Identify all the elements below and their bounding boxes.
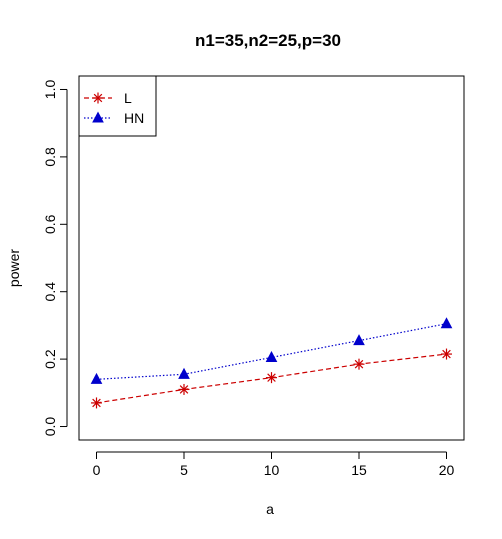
x-tick-label: 15 [351,462,367,478]
data-point-l-stroke [92,398,101,408]
data-point-hn [178,367,190,379]
legend-label-l: L [124,90,132,106]
x-tick-label: 20 [439,462,455,478]
y-tick-label: 0.6 [42,214,58,234]
data-point-hn [353,334,365,346]
y-axis-label: power [6,249,22,287]
plot-area-frame [78,75,465,441]
data-point-l [441,348,452,360]
data-point-l [178,383,190,395]
legend: L HN [78,75,157,137]
y-tick-label: 0.8 [42,147,58,167]
data-point-l-stroke [179,385,189,394]
legend-label-hn: HN [124,110,144,126]
legend-marker-l-stroke [93,93,103,103]
data-point-hn [90,372,103,384]
y-tick-label: 0.2 [42,349,58,369]
x-tick-label: 0 [93,462,101,478]
x-axis-label: a [266,501,274,517]
data-point-l [353,358,365,370]
data-point-l-stroke [442,349,451,359]
x-tick-label: 5 [180,462,188,478]
y-tick-label: 0.0 [42,417,58,437]
data-point-hn [265,350,278,362]
legend-box [78,75,157,137]
data-point-l [91,397,102,409]
data-point-l-stroke [267,373,276,382]
chart-title: n1=35,n2=25,p=30 [195,31,341,50]
data-point-l [266,372,277,384]
legend-marker-hn [92,111,104,123]
y-tick-label: 1.0 [42,80,58,100]
series-layer [90,317,453,409]
y-tick-label: 0.4 [42,282,58,302]
axes: 0 5 10 15 20 0.0 0.2 0.4 0.6 0.8 1.0 [42,80,454,478]
data-point-hn [440,317,453,329]
legend-marker-l [92,92,104,104]
data-point-l-stroke [354,359,364,369]
x-tick-label: 10 [264,462,280,478]
